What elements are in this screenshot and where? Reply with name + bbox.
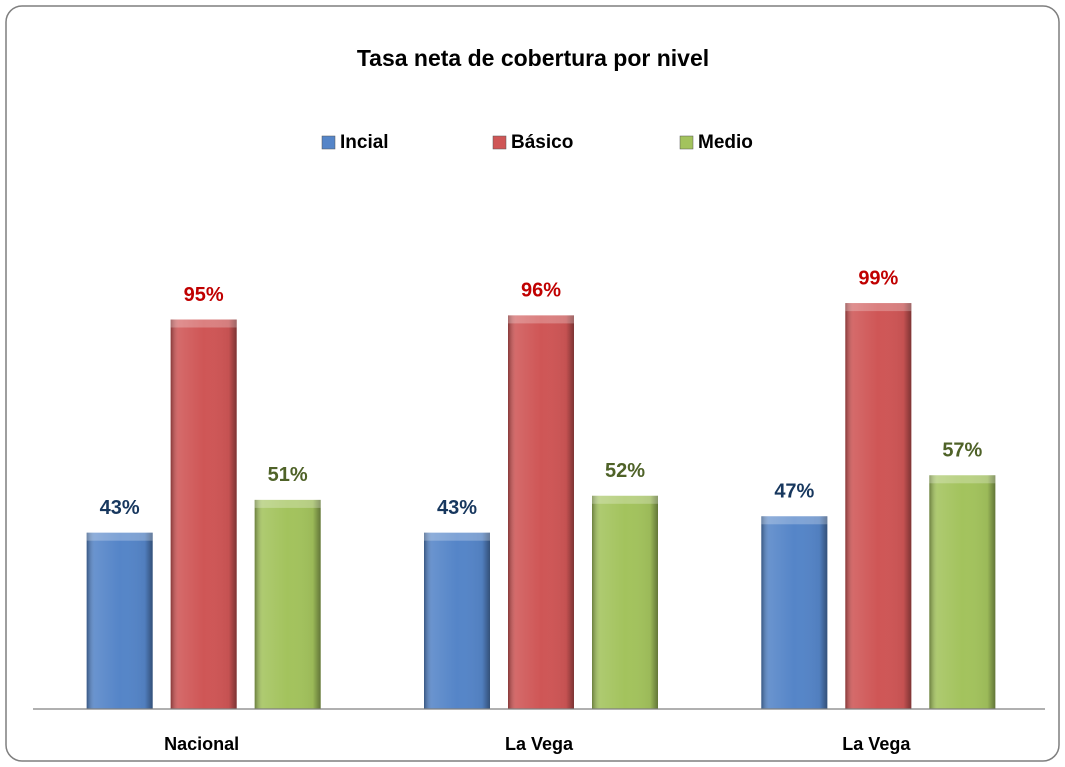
data-label: 95% xyxy=(184,284,224,306)
bar-bevel xyxy=(86,532,153,541)
chart-title: Tasa neta de cobertura por nivel xyxy=(357,45,709,71)
bar-shade xyxy=(424,532,490,709)
bar-shade xyxy=(254,499,321,709)
data-label: 57% xyxy=(942,440,982,462)
bar-shade xyxy=(761,516,828,709)
bar-shade xyxy=(929,475,996,709)
legend-label: Incial xyxy=(340,132,389,153)
x-tick-label: Nacional xyxy=(164,734,239,754)
legend-label: Medio xyxy=(698,132,753,153)
bar-shade xyxy=(845,303,912,709)
bar-shade xyxy=(508,315,574,709)
data-label: 47% xyxy=(774,481,814,503)
data-label: 96% xyxy=(521,280,561,302)
data-label: 51% xyxy=(268,464,308,486)
data-label: 43% xyxy=(437,497,477,519)
bar-shade xyxy=(170,319,237,709)
x-tick-label: La Vega xyxy=(842,734,911,754)
legend-swatch xyxy=(679,135,694,150)
legend-label: Básico xyxy=(511,132,573,153)
bar-bevel xyxy=(929,475,996,484)
bar-bevel xyxy=(845,303,912,312)
bar-shade xyxy=(86,532,153,709)
bar-bevel xyxy=(508,315,574,324)
data-label: 43% xyxy=(100,497,140,519)
data-label: 99% xyxy=(858,267,898,289)
legend-swatch xyxy=(492,135,507,150)
bar-bevel xyxy=(592,495,658,504)
x-tick-label: La Vega xyxy=(505,734,574,754)
bar-bevel xyxy=(254,499,321,508)
data-label: 52% xyxy=(605,460,645,482)
bar-shade xyxy=(592,495,658,709)
bar-bevel xyxy=(424,532,490,541)
bar-bevel xyxy=(170,319,237,328)
legend-swatch xyxy=(321,135,336,150)
bar-bevel xyxy=(761,516,828,525)
